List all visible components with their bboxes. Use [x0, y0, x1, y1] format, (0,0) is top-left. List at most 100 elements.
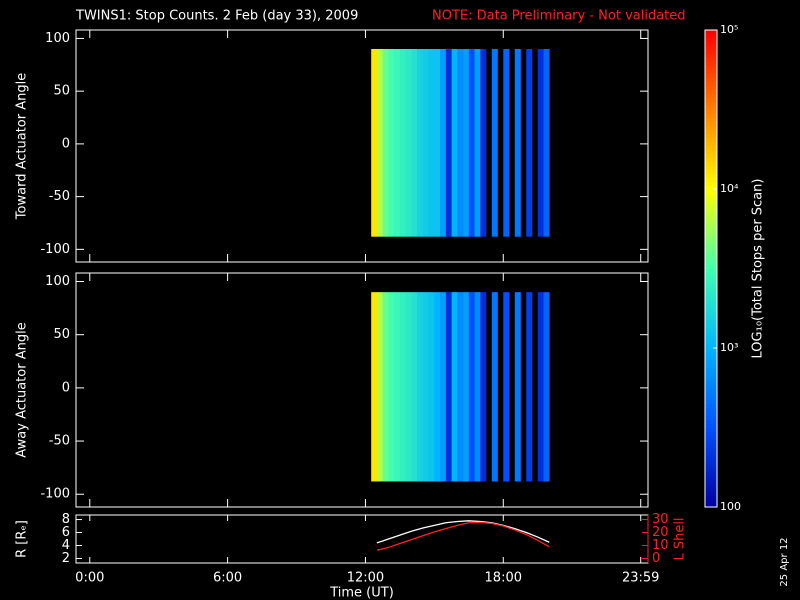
heatmap-cell [394, 292, 401, 482]
colorbar-swatch [705, 344, 717, 349]
x-tick-label: 12:00 [347, 571, 384, 586]
colorbar-swatch [705, 129, 717, 134]
heatmap-cell [440, 48, 447, 237]
colorbar-swatch [705, 427, 717, 432]
colorbar-swatch [705, 487, 717, 492]
x-tick-label: 6:00 [213, 571, 242, 586]
heatmap-cell [434, 48, 441, 237]
y2-tick-label: 20 [652, 525, 669, 540]
y2-tick-label: 30 [652, 512, 669, 527]
heatmap-cell [526, 292, 533, 482]
heatmap-cell [526, 48, 533, 237]
colorbar-swatch [705, 196, 717, 202]
heatmap-cell [474, 48, 481, 237]
colorbar-swatch [705, 141, 717, 146]
colorbar-swatch [705, 483, 717, 488]
y2-axis-label: L Shell [673, 517, 688, 560]
heatmap-cell [537, 292, 544, 482]
colorbar-swatch [705, 471, 717, 476]
heatmap-cell [405, 48, 412, 237]
colorbar-swatch [705, 53, 717, 59]
colorbar-swatch [705, 447, 717, 452]
colorbar-swatch [705, 336, 717, 341]
heatmap-cell [382, 48, 389, 237]
colorbar-swatch [705, 348, 717, 353]
colorbar-swatch [705, 240, 717, 246]
axes-frame [75, 29, 649, 263]
colorbar-swatch [705, 149, 717, 154]
colorbar-swatch [705, 177, 717, 182]
colorbar-swatch [705, 276, 717, 281]
y2-tick-label: 10 [652, 538, 669, 553]
colorbar-swatch [705, 491, 717, 496]
y-tick-label: 2 [62, 551, 70, 566]
colorbar-swatch [705, 101, 717, 107]
heatmap-cell [514, 292, 521, 482]
colorbar-swatch [705, 37, 717, 43]
colorbar-tick-label: 10⁵ [720, 23, 738, 36]
heatmap-cell [422, 292, 429, 482]
heatmap-cell [543, 48, 550, 237]
heatmap-cell [445, 48, 452, 237]
colorbar-label: LOG₁₀(Total Stops per Scan) [751, 179, 766, 359]
heatmap-cell [399, 292, 406, 482]
colorbar-swatch [705, 256, 717, 262]
colorbar-swatch [705, 363, 717, 369]
colorbar-swatch [705, 200, 717, 206]
colorbar-tick-label: 10³ [720, 341, 738, 354]
colorbar-tick-label: 100 [720, 500, 741, 513]
colorbar-swatch [705, 248, 717, 254]
y-tick-label: 4 [62, 538, 70, 553]
colorbar-swatch [705, 439, 717, 444]
colorbar-swatch [705, 189, 717, 194]
colorbar-swatch [705, 236, 717, 242]
colorbar-swatch [705, 304, 717, 309]
colorbar-swatch [705, 316, 717, 321]
colorbar-swatch [705, 212, 717, 218]
line-series [376, 520, 550, 544]
heatmap-cell [503, 292, 510, 482]
colorbar-swatch [705, 451, 717, 456]
heatmap-cell [388, 48, 395, 237]
colorbar-swatch [705, 113, 717, 118]
colorbar-swatch [705, 351, 717, 357]
colorbar-swatch [705, 169, 717, 174]
colorbar-swatch [705, 117, 717, 122]
heatmap-cell [480, 292, 487, 482]
colorbar-swatch [705, 41, 717, 47]
colorbar-swatch [705, 165, 717, 170]
colorbar-swatch [705, 153, 717, 158]
colorbar-swatch [705, 30, 717, 35]
heatmap-cell [376, 292, 383, 482]
heatmap-cell [422, 48, 429, 237]
y-tick-label: -50 [49, 189, 70, 204]
colorbar-swatch [705, 133, 717, 138]
y2-tick-label: 0 [652, 551, 660, 566]
colorbar-swatch [705, 161, 717, 166]
heatmap-cell [428, 48, 435, 237]
colorbar-swatch [705, 403, 717, 409]
heatmap-cell [371, 48, 378, 237]
y-axis-label: R [Rₑ] [15, 520, 30, 558]
colorbar-swatch [705, 459, 717, 464]
colorbar-swatch [705, 232, 717, 238]
colorbar-swatch [705, 340, 717, 345]
colorbar-swatch [705, 431, 717, 436]
colorbar-swatch [705, 320, 717, 325]
heatmap-cell [491, 48, 498, 237]
colorbar-swatch [705, 220, 717, 226]
colorbar-swatch [705, 292, 717, 297]
x-tick-label: 0:00 [75, 571, 104, 586]
y-tick-label: -100 [40, 487, 70, 502]
y-tick-label: 100 [45, 274, 70, 289]
colorbar-swatch [705, 268, 717, 273]
heatmap-cell [405, 292, 412, 482]
colorbar-swatch [705, 181, 717, 186]
colorbar-swatch [705, 383, 717, 389]
colorbar-swatch [705, 228, 717, 234]
heatmap-cell [382, 292, 389, 482]
colorbar-swatch [705, 308, 717, 313]
colorbar-swatch [705, 244, 717, 250]
colorbar-swatch [705, 467, 717, 472]
colorbar-swatch [705, 125, 717, 130]
